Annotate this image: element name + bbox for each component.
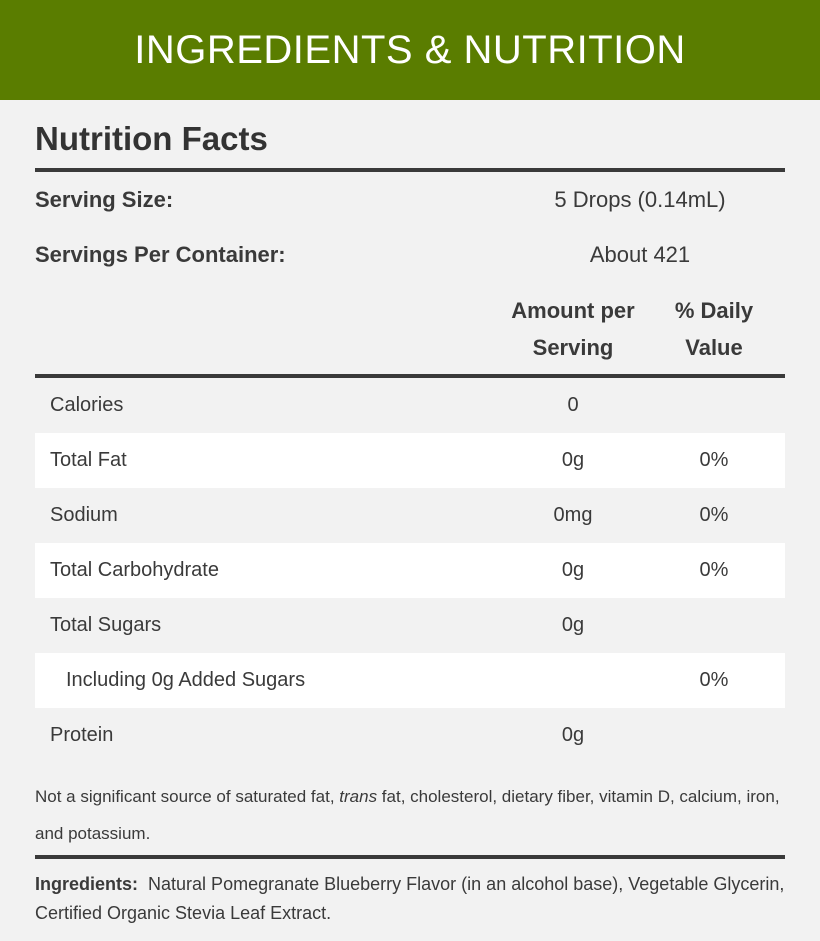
nutrient-amount: 0 — [567, 394, 579, 416]
divider — [35, 168, 785, 172]
nutrient-name: Protein — [50, 724, 114, 746]
divider — [35, 855, 785, 859]
dv-column-header: % Daily Value — [664, 292, 764, 366]
nutrient-row: Protein 0g — [35, 708, 785, 763]
nutrient-name: Including 0g Added Sugars — [66, 669, 306, 691]
footnote-text-end: fat, cholesterol, dietary fiber, vitamin… — [35, 787, 780, 843]
nutrient-amount: 0g — [561, 449, 585, 471]
dv-header-line1: % Daily — [674, 298, 754, 323]
servings-row: Servings Per Container: About 421 — [35, 240, 785, 270]
nutrient-name: Total Fat — [50, 449, 127, 471]
ingredients: Ingredients: Natural Pomegranate Blueber… — [35, 870, 785, 928]
nutrient-dv: 0% — [699, 504, 729, 526]
nutrient-amount: 0g — [561, 724, 585, 746]
divider — [35, 374, 785, 378]
nutrient-amount: 0g — [561, 614, 585, 636]
nutrient-row: Including 0g Added Sugars 0% — [35, 653, 785, 708]
nutrient-row: Total Sugars 0g — [35, 598, 785, 653]
ingredients-text: Natural Pomegranate Blueberry Flavor (in… — [35, 874, 785, 923]
nutrient-amount: 0g — [561, 559, 585, 581]
nutrient-row: Sodium 0mg 0% — [35, 488, 785, 543]
servings-label: Servings Per Container: — [35, 242, 286, 267]
nutrient-dv: 0% — [699, 559, 729, 581]
nutrient-name: Sodium — [50, 504, 118, 526]
nutrient-row: Total Fat 0g 0% — [35, 433, 785, 488]
nutrient-row: Total Carbohydrate 0g 0% — [35, 543, 785, 598]
dv-header-line2: Value — [685, 335, 743, 360]
serving-size-label: Serving Size: — [35, 187, 174, 212]
nutrient-amount: 0mg — [553, 504, 593, 526]
serving-size-value: 5 Drops (0.14mL) — [554, 187, 726, 212]
footnote: Not a significant source of saturated fa… — [35, 778, 785, 852]
serving-size-row: Serving Size: 5 Drops (0.14mL) — [35, 185, 785, 215]
section-banner: INGREDIENTS & NUTRITION — [0, 0, 820, 100]
nutrient-name: Total Sugars — [50, 614, 162, 636]
footnote-italic: trans — [339, 787, 378, 806]
footnote-text: Not a significant source of saturated fa… — [35, 787, 340, 806]
nutrient-name: Total Carbohydrate — [50, 559, 219, 581]
servings-value: About 421 — [589, 242, 691, 267]
nutrient-dv: 0% — [699, 449, 729, 471]
amount-header-line2: Serving — [532, 335, 614, 360]
amount-column-header: Amount per Serving — [498, 292, 648, 366]
ingredients-label: Ingredients: — [35, 874, 139, 894]
amount-header-line1: Amount per — [511, 298, 635, 323]
nutrient-row: Calories 0 — [35, 378, 785, 433]
nutrition-title: Nutrition Facts — [35, 120, 268, 157]
banner-title: INGREDIENTS & NUTRITION — [134, 27, 686, 72]
nutrient-name: Calories — [50, 394, 124, 416]
nutrient-dv: 0% — [699, 669, 729, 691]
